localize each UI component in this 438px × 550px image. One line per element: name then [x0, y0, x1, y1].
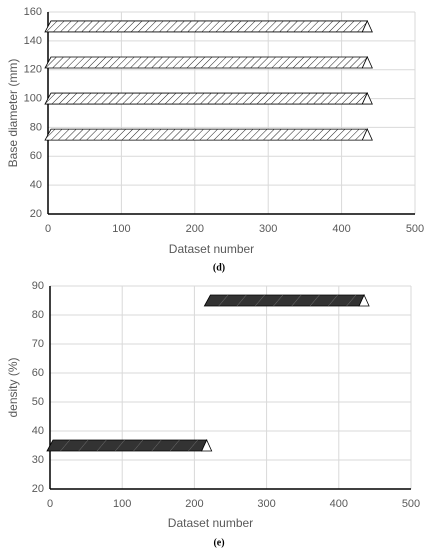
y-tick-label: 80: [32, 309, 44, 321]
marker-end: [201, 439, 213, 452]
x-tick-label: 400: [330, 498, 348, 510]
y-axis-label: Base diameter (mm): [6, 59, 20, 168]
y-tick-label: 140: [24, 35, 42, 47]
marker-end: [361, 92, 373, 105]
y-tick-label: 40: [32, 425, 44, 437]
y-tick-label: 120: [24, 64, 42, 76]
x-tick-label: 0: [47, 498, 53, 510]
x-axis-label: Dataset number: [168, 516, 253, 530]
band-hatch: [45, 57, 368, 68]
marker-end: [358, 294, 370, 307]
y-tick-label: 90: [32, 280, 44, 292]
x-tick-label: 100: [112, 223, 130, 235]
y-tick-label: 60: [30, 150, 42, 162]
band-hatch: [45, 129, 368, 141]
band-hatch: [47, 440, 207, 451]
x-tick-label: 0: [45, 223, 51, 235]
marker-end: [361, 19, 373, 33]
y-tick-label: 70: [32, 338, 44, 350]
y-tick-label: 40: [30, 179, 42, 191]
band-hatch: [45, 20, 368, 32]
x-tick-label: 200: [185, 498, 203, 510]
caption: (d): [213, 262, 225, 273]
marker-end: [361, 56, 373, 69]
y-tick-label: 160: [24, 6, 42, 18]
caption: (e): [213, 537, 224, 548]
y-tick-label: 80: [30, 121, 42, 133]
y-tick-label: 100: [24, 92, 42, 104]
y-tick-label: 20: [30, 208, 42, 220]
x-tick-label: 500: [402, 498, 420, 510]
x-tick-label: 100: [113, 498, 131, 510]
y-tick-label: 60: [32, 367, 44, 379]
marker-end: [361, 128, 373, 141]
y-tick-label: 30: [32, 454, 44, 466]
x-tick-label: 400: [332, 223, 350, 235]
x-tick-label: 300: [259, 223, 277, 235]
x-axis-label: Dataset number: [169, 242, 254, 256]
band-hatch: [45, 93, 368, 105]
x-tick-label: 200: [186, 223, 204, 235]
x-tick-label: 300: [257, 498, 275, 510]
y-axis-label: density (%): [6, 357, 20, 417]
band-hatch: [204, 295, 365, 306]
y-tick-label: 20: [32, 483, 44, 495]
y-tick-label: 50: [32, 396, 44, 408]
x-tick-label: 500: [406, 223, 424, 235]
